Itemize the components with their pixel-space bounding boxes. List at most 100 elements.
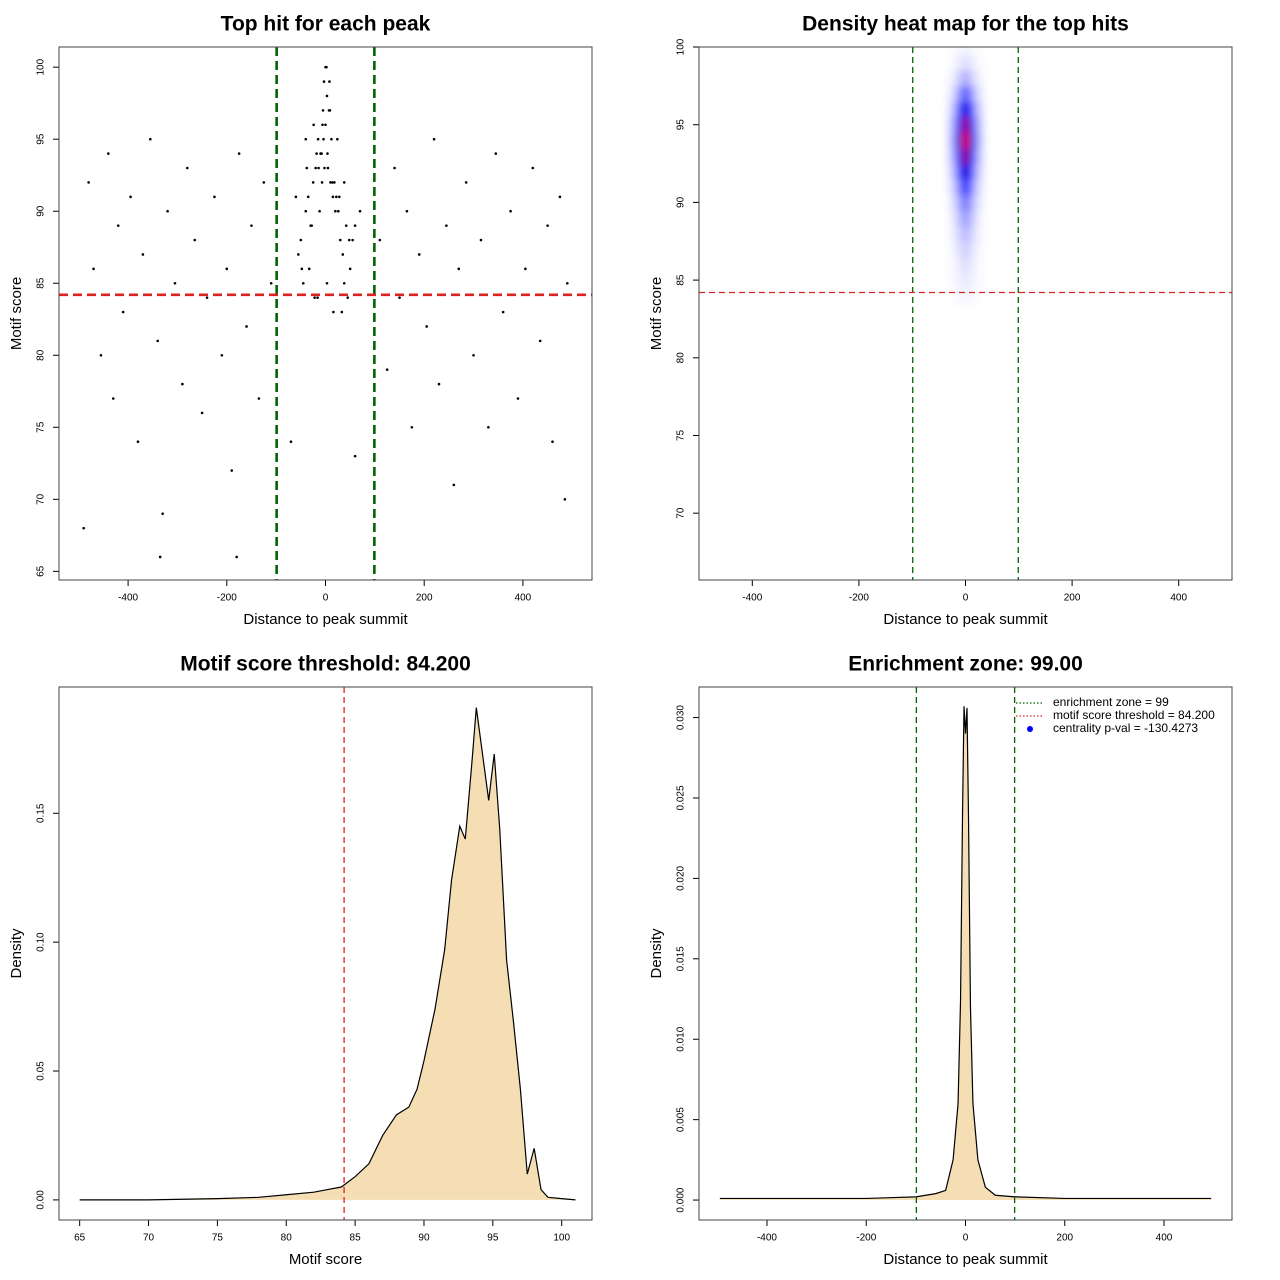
heat-cell (978, 85, 985, 102)
y-tick-label: 75 (36, 421, 47, 433)
heat-cell (978, 163, 985, 180)
point (353, 224, 357, 227)
y-tick-label: 90 (676, 196, 687, 208)
heat-cell (946, 241, 953, 258)
y-tick-label: 75 (676, 429, 687, 441)
point (329, 181, 332, 184)
heat-cell (973, 272, 980, 289)
x-tick-label: 200 (1064, 593, 1081, 604)
x-tick-label: -400 (118, 593, 138, 604)
y-tick-label: 80 (36, 349, 47, 361)
point (335, 195, 338, 199)
x-tick-label: 75 (212, 1233, 224, 1244)
point (331, 181, 334, 184)
point (237, 152, 241, 155)
plot-area (719, 687, 1212, 1220)
point (92, 267, 95, 271)
chart-title: Enrichment zone: 99.00 (848, 653, 1083, 676)
heat-cell (968, 272, 974, 289)
point (314, 166, 317, 170)
heat-cell (962, 132, 969, 149)
point (129, 195, 132, 199)
heat-cell (957, 272, 964, 289)
heat-cell (968, 132, 974, 149)
legend-marker (1027, 726, 1033, 732)
heat-cell (946, 179, 953, 196)
legend-label: enrichment zone = 99 (1053, 695, 1169, 709)
plot-frame (698, 46, 1233, 581)
plot-area (699, 47, 1232, 580)
heat-cell (973, 70, 980, 87)
heat-cell (946, 47, 953, 56)
plot-frame (58, 686, 593, 1221)
x-tick-label: 0 (323, 593, 329, 604)
heat-cell (957, 256, 964, 273)
heat-cell (946, 148, 953, 165)
heat-cell (957, 241, 964, 258)
point (87, 181, 90, 184)
heat-cell (952, 163, 959, 180)
heat-cell (968, 179, 974, 196)
heat-cell (957, 194, 964, 211)
y-tick-label: 0.005 (676, 1107, 687, 1132)
heat-cell (973, 194, 980, 211)
point (320, 181, 324, 184)
heat-cell (952, 132, 959, 149)
x-tick-label: -400 (742, 593, 762, 604)
point (289, 440, 293, 444)
point (326, 152, 329, 155)
heat-cell (978, 256, 985, 273)
point (306, 195, 310, 199)
point (338, 195, 341, 199)
heat-cell (968, 116, 974, 133)
heat-cell (946, 116, 953, 133)
heat-cell (978, 241, 985, 258)
heat-cell (946, 163, 953, 180)
point (331, 195, 335, 199)
heat-cell (978, 101, 985, 118)
heat-cell (978, 70, 985, 87)
heat-cell (946, 194, 953, 211)
point (322, 80, 326, 83)
point (166, 209, 169, 213)
heat-cell (973, 148, 980, 165)
y-tick-label: 100 (676, 38, 687, 55)
point (312, 123, 315, 127)
point (348, 267, 352, 271)
point (310, 224, 313, 227)
heat-cell (952, 70, 959, 87)
point (121, 310, 125, 314)
heat-cell (962, 70, 969, 87)
heat-cell (973, 241, 980, 258)
point (328, 80, 331, 83)
point (316, 296, 319, 299)
heat-cell (968, 194, 974, 211)
heat-cell (952, 54, 959, 71)
y-tick-label: 0.010 (676, 1026, 687, 1051)
y-tick-label: 85 (676, 274, 687, 286)
point (501, 310, 505, 314)
heat-cell (978, 287, 985, 304)
heat-cell (973, 132, 980, 149)
heat-cell (952, 85, 959, 102)
heat-cell (978, 194, 985, 211)
point (304, 137, 308, 141)
point (437, 382, 441, 386)
panel: Top hit for each peak Distance to peak su… (8, 13, 593, 628)
point (524, 267, 527, 271)
y-tick-label: 0.15 (36, 803, 47, 823)
heat-cell (968, 47, 974, 56)
point (551, 440, 554, 444)
heat-cell (952, 194, 959, 211)
heat-cell (962, 225, 969, 242)
heat-cell (952, 148, 959, 165)
heat-cell (952, 241, 959, 258)
x-tick-label: 80 (281, 1233, 293, 1244)
point (316, 137, 320, 141)
heat-cell (946, 132, 953, 149)
point (325, 94, 329, 98)
point (346, 296, 350, 299)
heat-cell (957, 132, 964, 149)
point (494, 152, 498, 155)
point (326, 166, 330, 170)
